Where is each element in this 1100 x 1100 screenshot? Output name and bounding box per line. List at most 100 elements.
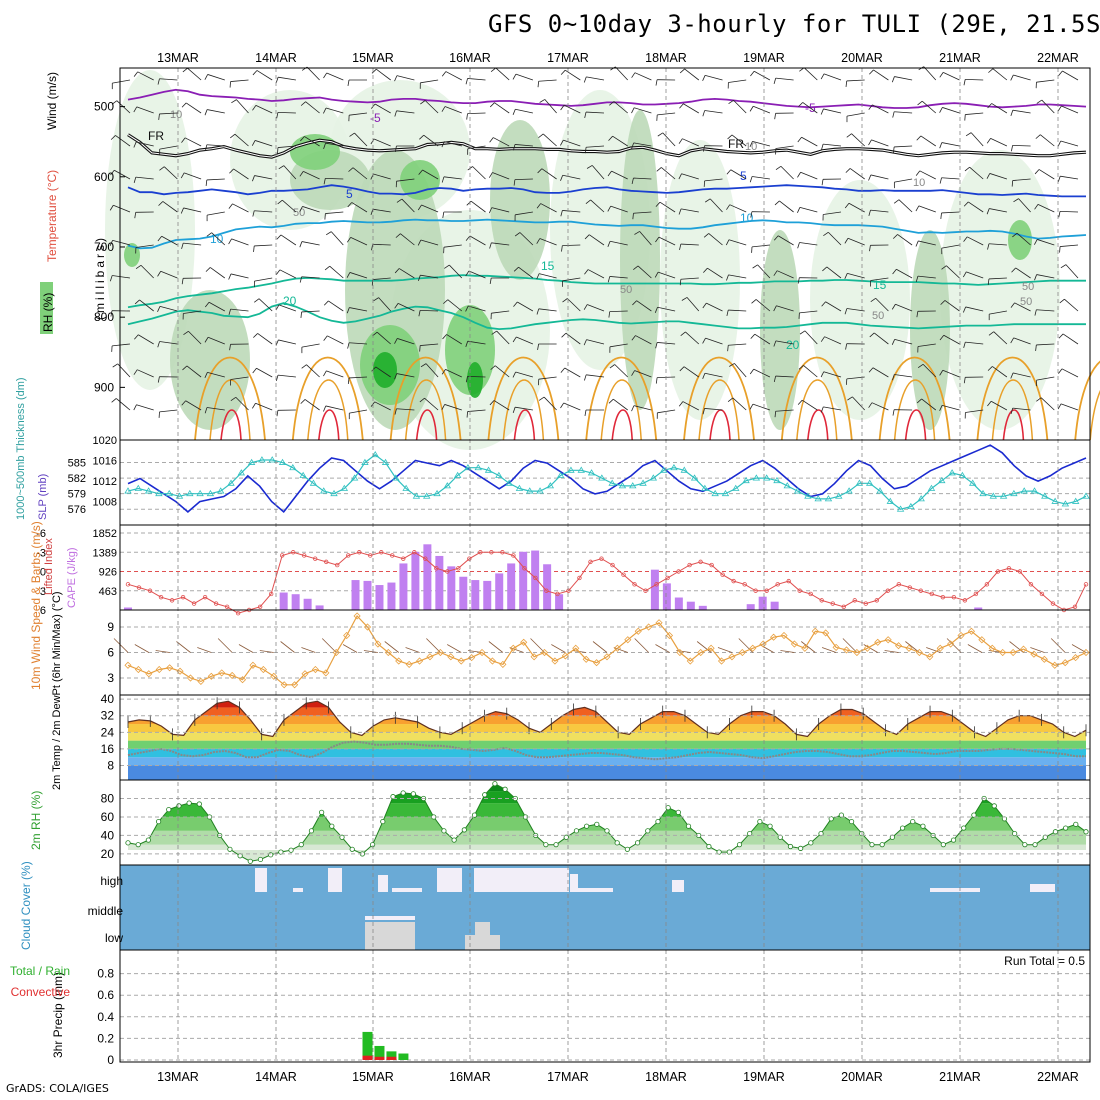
thickness-marker — [783, 482, 791, 489]
wind10-barb — [821, 647, 837, 653]
precip-bar — [398, 1053, 409, 1060]
wind-barb — [135, 244, 154, 248]
wind-barb — [562, 174, 581, 180]
rh2m-marker — [471, 812, 478, 818]
wind-barb — [493, 137, 510, 147]
thickness-marker — [433, 489, 441, 497]
wind-barb — [278, 304, 297, 312]
wind-barb — [614, 364, 628, 378]
wind10-marker — [999, 648, 1007, 657]
temp-contour-line — [127, 274, 1086, 309]
slp-tick-label: 1012 — [93, 476, 117, 488]
rh2m-marker — [492, 781, 498, 787]
lifted-marker — [379, 550, 384, 555]
wind-barb — [709, 198, 723, 213]
wind-barb-flag — [607, 241, 611, 247]
lifted-marker — [279, 553, 285, 558]
lifted-marker — [522, 566, 527, 571]
wind-barb — [1016, 232, 1031, 246]
wind-barb-flag — [940, 300, 946, 305]
lifted-marker — [213, 601, 219, 606]
wind-barb — [827, 231, 842, 246]
wind-barb-flag — [489, 277, 492, 284]
temp-band — [128, 740, 1086, 749]
precip-legend-total: Total / Rain — [10, 964, 70, 978]
lifted-marker — [940, 594, 946, 600]
rh2m-marker — [339, 834, 345, 840]
wind-barb — [543, 396, 557, 411]
temp-contour-line — [127, 218, 1087, 250]
wind-barb-flag — [417, 204, 422, 211]
rh2m-marker — [278, 849, 284, 855]
wind-barb — [515, 73, 534, 81]
wind-barb — [516, 336, 534, 345]
wind-barb-flag — [678, 138, 683, 144]
thickness-marker — [855, 479, 864, 486]
temp-contour-35 — [220, 409, 242, 441]
wind-barb — [970, 132, 984, 147]
lifted-marker — [907, 585, 913, 590]
cloud-block — [474, 868, 569, 892]
wind-barb-flag — [797, 172, 801, 178]
wind-barb — [801, 136, 818, 147]
wind10-marker — [874, 638, 882, 646]
wind-barb-flag — [370, 209, 374, 215]
wind-barb — [802, 102, 818, 114]
rh2m-marker — [1022, 842, 1028, 848]
thickness-marker — [227, 479, 235, 486]
wind-barb — [325, 107, 344, 114]
wind-barb-flag — [134, 212, 137, 219]
wind-barb — [823, 143, 842, 147]
wind-barb — [920, 135, 937, 147]
date-label-bottom: 15MAR — [352, 1070, 394, 1084]
wind-barb — [894, 178, 913, 183]
precip-tick-label: 0.4 — [97, 1010, 114, 1024]
wind-barb — [447, 299, 463, 312]
wind-barb — [989, 310, 1007, 315]
wind-barb-flag — [892, 111, 895, 118]
wind-barb — [941, 244, 960, 249]
wind10-marker — [790, 640, 799, 648]
wind-barb — [443, 244, 462, 248]
wind-barb-flag — [300, 136, 305, 142]
wind-barb — [941, 177, 960, 180]
wind10-marker — [1051, 661, 1059, 669]
date-label-top: 15MAR — [352, 51, 394, 65]
wind-barb-flag — [631, 405, 635, 412]
thickness-marker — [721, 489, 730, 497]
thickness-marker — [773, 476, 781, 484]
wind-barb-flag — [347, 202, 353, 208]
wind-barb — [1059, 210, 1079, 213]
wind-barb-flag — [109, 205, 114, 211]
cloud-block — [578, 888, 613, 892]
run-total-label: Run Total = 0.5 — [1004, 954, 1085, 968]
wind-barb — [1014, 302, 1031, 312]
wind-barb-flag — [135, 264, 142, 270]
wind-barb — [680, 277, 699, 280]
wind10-marker — [499, 660, 507, 668]
wind-barb — [780, 165, 794, 180]
thickness-marker — [309, 479, 318, 486]
temp2m-tick-label: 32 — [101, 709, 115, 723]
wind-barb — [159, 341, 178, 345]
thickness-marker — [711, 489, 719, 497]
wind10-marker — [509, 644, 517, 652]
wind-barb — [1061, 105, 1079, 114]
cape-tick-label: 1389 — [93, 547, 117, 559]
wind-barb — [472, 166, 486, 180]
wind10-marker — [780, 631, 788, 640]
wind-barb — [965, 78, 984, 81]
date-label-top: 16MAR — [449, 51, 491, 65]
wind-barb — [397, 338, 415, 345]
wind-barb-flag — [1010, 145, 1014, 152]
wind-barb — [139, 299, 154, 312]
wind-barb-flag — [394, 338, 398, 344]
wind10-marker — [572, 644, 580, 652]
wind-barb-flag — [583, 339, 587, 346]
thickness-marker — [958, 471, 967, 478]
wind-barb-flag — [821, 179, 824, 186]
wind-barb — [704, 408, 723, 411]
cape-tick-label: 926 — [99, 567, 117, 579]
wind-barb — [846, 79, 865, 82]
wind10-barb — [884, 650, 899, 653]
